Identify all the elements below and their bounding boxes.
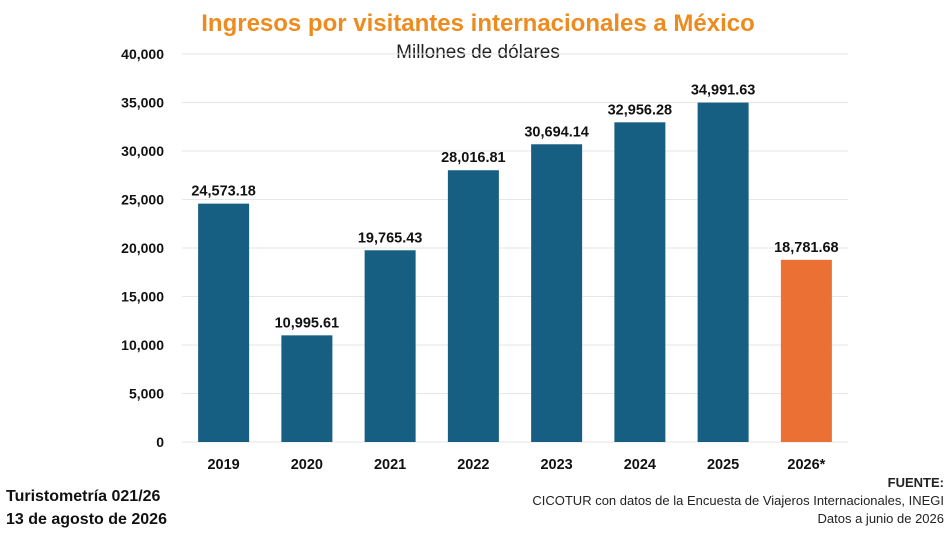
data-label: 28,016.81 (441, 150, 506, 166)
source-label: FUENTE: (887, 475, 944, 490)
x-tick-label: 2021 (374, 457, 406, 473)
y-axis-ticks: 0 5,000 10,000 15,000 20,000 25,000 30,000 35,0… (121, 46, 164, 450)
source-text: CICOTUR con datos de la Encuesta de Viaj… (532, 493, 944, 508)
x-tick-label: 2026* (787, 457, 825, 473)
data-label: 34,991.63 (691, 83, 756, 99)
report-date: 13 de agosto de 2026 (6, 511, 167, 528)
bar-2019 (198, 203, 250, 442)
chart-subtitle: Millones de dólares (396, 42, 560, 63)
bars (198, 102, 832, 443)
bar-2023 (531, 144, 583, 442)
chart-title: Ingresos por visitantes internacionales … (201, 10, 755, 37)
y-tick-label: 10,000 (121, 337, 164, 353)
y-tick-label: 30,000 (121, 143, 164, 159)
x-tick-label: 2020 (291, 457, 323, 473)
data-label: 18,781.68 (774, 240, 839, 256)
y-tick-label: 35,000 (121, 95, 164, 111)
y-tick-label: 40,000 (121, 46, 164, 62)
x-axis-ticks: 2019 2020 2021 2022 2023 2024 2025 2026* (207, 457, 825, 473)
data-label: 10,995.61 (275, 315, 340, 331)
y-tick-label: 25,000 (121, 192, 164, 208)
bar-2026 (780, 259, 832, 442)
x-tick-label: 2025 (707, 457, 739, 473)
x-tick-label: 2019 (207, 457, 239, 473)
bar-2021 (364, 250, 416, 442)
y-tick-label: 5,000 (129, 386, 164, 402)
bar-2020 (281, 335, 333, 442)
data-label: 24,573.18 (191, 184, 256, 200)
bar-2024 (614, 122, 666, 442)
bar-2025 (697, 102, 749, 443)
x-tick-label: 2023 (540, 457, 572, 473)
data-labels: 24,573.18 10,995.61 19,765.43 28,016.81 30,6… (191, 83, 838, 332)
data-label: 32,956.28 (608, 102, 673, 118)
x-tick-label: 2024 (624, 457, 656, 473)
source-info: FUENTE: CICOTUR con datos de la Encuesta… (532, 474, 944, 528)
y-tick-label: 0 (156, 434, 164, 450)
y-tick-label: 15,000 (121, 289, 164, 305)
y-tick-label: 20,000 (121, 240, 164, 256)
data-note: Datos a junio de 2026 (817, 511, 944, 526)
data-label: 19,765.43 (358, 230, 423, 246)
bar-2022 (447, 170, 499, 442)
data-label: 30,694.14 (524, 124, 589, 140)
report-info: Turistometría 021/26 13 de agosto de 202… (6, 485, 167, 531)
x-tick-label: 2022 (457, 457, 489, 473)
report-number: Turistometría 021/26 (6, 488, 161, 505)
